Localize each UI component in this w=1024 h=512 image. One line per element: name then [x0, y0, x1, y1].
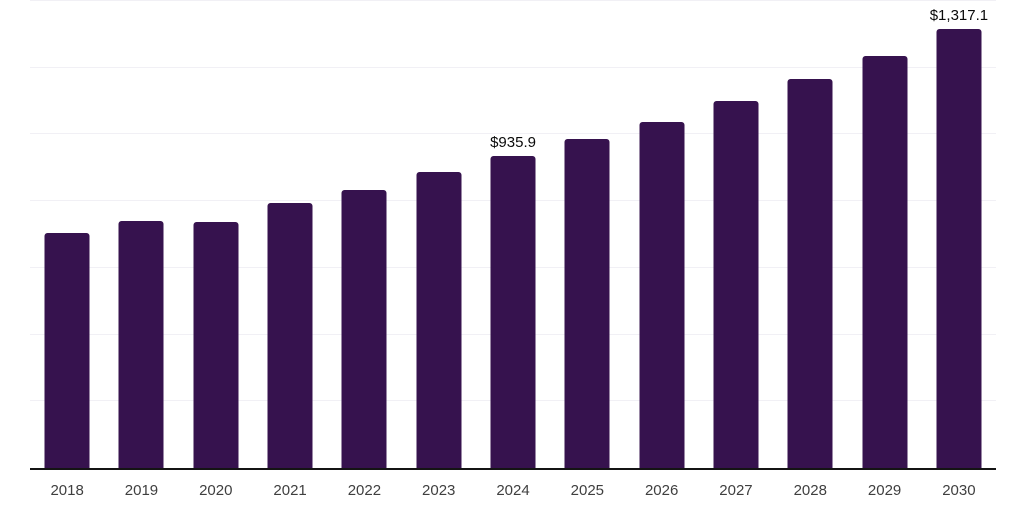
bar-slot-2019: [104, 0, 178, 468]
bar-slot-2021: [253, 0, 327, 468]
bar-slot-2030: $1,317.1: [922, 0, 996, 468]
bar-2022: [341, 189, 387, 468]
gridline-1200: [30, 66, 996, 68]
bar-2029: [862, 56, 908, 468]
bar-2028: [787, 79, 833, 468]
x-tick-2019: 2019: [124, 482, 159, 499]
x-tick-2020: 2020: [199, 482, 233, 499]
bar-2021: [267, 202, 313, 468]
bar-2023: [416, 171, 462, 468]
x-axis: 2018 2019 2020 2021 2022 2023 2024 2025 2026 2027…: [30, 470, 996, 498]
bar-slot-2028: [773, 0, 847, 468]
bar-2026: [639, 121, 685, 468]
bar-2018: [44, 232, 90, 468]
bar-slot-2027: [699, 0, 773, 468]
bar-2024: [490, 155, 536, 468]
x-tick-2024: 2024: [496, 482, 530, 499]
bar-slot-2020: [179, 0, 253, 468]
x-tick-2029: 2029: [867, 482, 902, 499]
bar-slot-2029: [847, 0, 921, 468]
bar-2030: [936, 28, 982, 468]
bar-slot-2024: $935.9: [476, 0, 550, 468]
bar-slot-2025: [550, 0, 624, 468]
x-tick-2023: 2023: [422, 482, 456, 499]
x-tick-2027: 2027: [719, 482, 753, 499]
bar-2025: [564, 139, 610, 468]
bar-slot-2018: [30, 0, 104, 468]
x-tick-2021: 2021: [273, 482, 307, 499]
gridline-1400: [30, 0, 996, 1]
bar-slot-2023: [402, 0, 476, 468]
x-tick-2026: 2026: [644, 482, 679, 499]
x-tick-2025: 2025: [570, 482, 605, 499]
x-tick-2028: 2028: [793, 482, 827, 499]
x-tick-2030: 2030: [942, 482, 976, 499]
x-tick-2018: 2018: [50, 482, 84, 499]
bar-2019: [118, 220, 164, 468]
bar-slot-2026: [625, 0, 699, 468]
bar-2020: [193, 222, 239, 468]
gridline-1000: [30, 133, 996, 135]
bar-2027: [713, 101, 759, 468]
plot-area: $935.9 $1,317.1: [30, 0, 996, 470]
data-label-2024: $935.9: [490, 133, 536, 151]
x-tick-2022: 2022: [347, 482, 382, 499]
bar-series: $935.9 $1,317.1: [30, 0, 996, 468]
bar-slot-2022: [327, 0, 401, 468]
data-label-2030: $1,317.1: [929, 6, 989, 24]
